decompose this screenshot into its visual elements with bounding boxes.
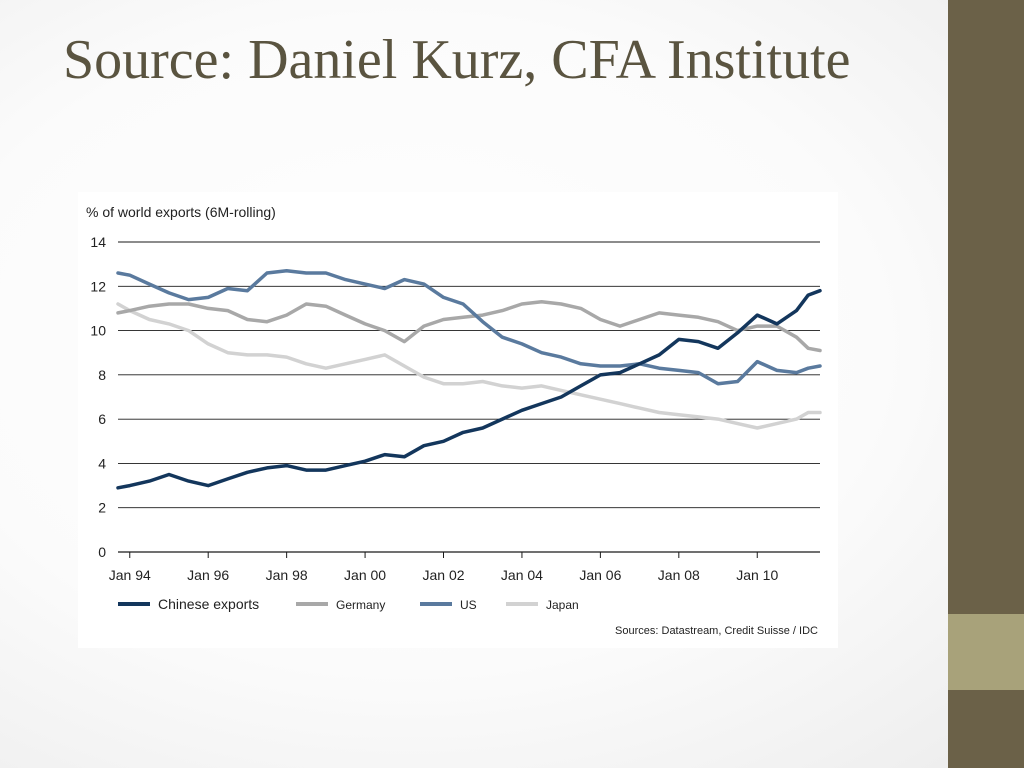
y-tick-label: 8 [98,367,106,383]
x-tick-label: Jan 98 [266,567,308,583]
source-note: Sources: Datastream, Credit Suisse / IDC [615,625,818,637]
legend-label-japan: Japan [546,598,579,612]
x-axis-ticks: Jan 94 Jan 96 Jan 98 Jan 00 Jan 02 Jan 04 Jan … [109,552,778,583]
series-line-japan [116,302,822,430]
gridlines [118,241,820,553]
series-line-us [116,269,822,386]
y-tick-label: 4 [98,455,106,471]
legend-label-us: US [460,598,477,612]
x-tick-label: Jan 00 [344,567,386,583]
x-tick-label: Jan 02 [422,567,464,583]
y-tick-label: 2 [98,500,106,516]
decorative-sidebar-accent [948,614,1024,690]
y-tick-label: 10 [90,323,106,339]
y-axis-ticks: 0 2 4 6 8 10 12 14 [90,234,106,560]
x-tick-label: Jan 96 [187,567,229,583]
y-tick-label: 14 [90,234,106,250]
x-tick-label: Jan 10 [736,567,778,583]
y-tick-label: 12 [90,278,106,294]
x-tick-label: Jan 04 [501,567,543,583]
x-tick-label: Jan 06 [579,567,621,583]
x-tick-label: Jan 94 [109,567,151,583]
slide-title: Source: Daniel Kurz, CFA Institute [63,29,851,91]
legend-label-chinese-exports: Chinese exports [158,596,259,612]
series-line-chinese-exports [116,288,822,490]
legend-label-germany: Germany [336,598,385,612]
chart-panel: % of world exports (6M-rolling) 0 2 4 6 8 10 1… [78,192,838,648]
series-lines [116,269,822,490]
line-chart: % of world exports (6M-rolling) 0 2 4 6 8 10 1… [86,204,822,637]
y-tick-label: 0 [98,544,106,560]
x-tick-label: Jan 08 [658,567,700,583]
series-line-germany [116,300,822,353]
y-axis-title: % of world exports (6M-rolling) [86,204,276,220]
y-tick-label: 6 [98,411,106,427]
legend: Chinese exports Germany US Japan [118,596,579,612]
